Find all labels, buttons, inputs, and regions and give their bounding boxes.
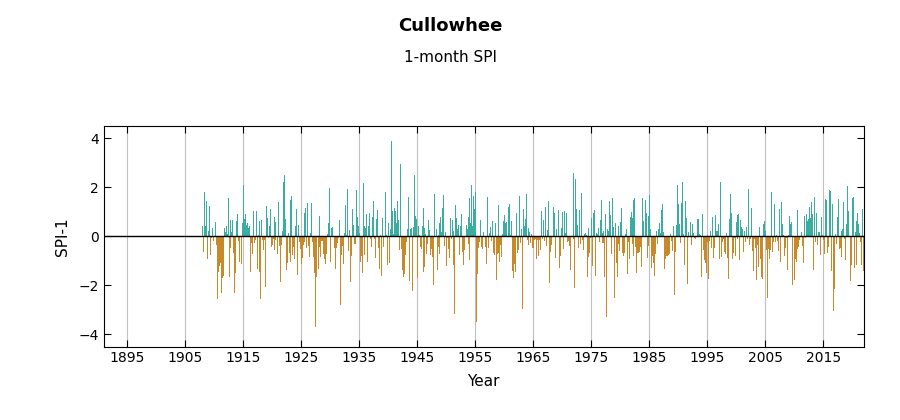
Text: 1-month SPI: 1-month SPI bbox=[403, 50, 497, 66]
X-axis label: Year: Year bbox=[467, 374, 500, 388]
Y-axis label: SPI-1: SPI-1 bbox=[55, 217, 70, 255]
Text: Cullowhee: Cullowhee bbox=[398, 17, 502, 35]
